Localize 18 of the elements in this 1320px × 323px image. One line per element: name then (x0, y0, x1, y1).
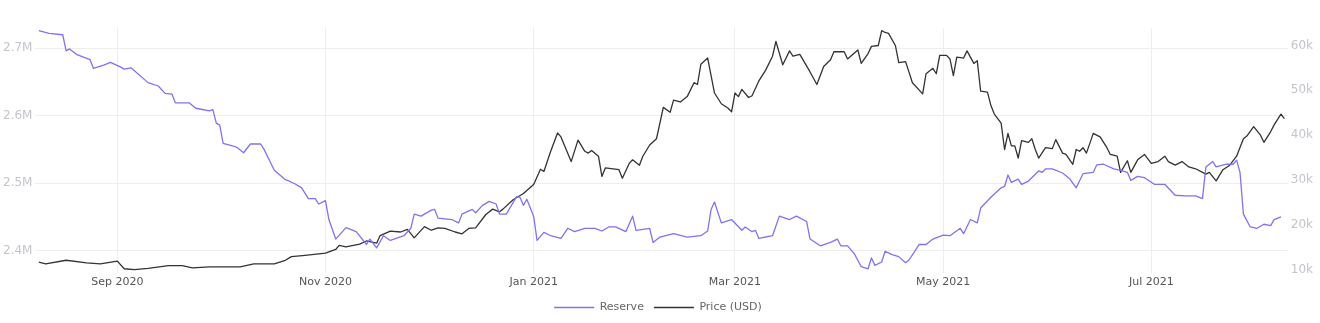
y-tick-label: 2.5M (3, 175, 33, 190)
x-tick-label: Sep 2020 (91, 275, 144, 289)
y2-tick-label: 10k (1290, 261, 1314, 276)
x-tick-label: Nov 2020 (299, 275, 352, 289)
x-tick-label: Jul 2021 (1127, 275, 1174, 289)
y2-tick-label: 60k (1290, 37, 1314, 52)
y2-tick-label: 30k (1290, 172, 1314, 187)
y-tick-label: 2.7M (3, 40, 33, 55)
y2-tick-label: 40k (1290, 127, 1314, 142)
x-tick-label: May 2021 (916, 275, 971, 289)
x-tick-label: Mar 2021 (708, 275, 762, 289)
x-tick-label: Jan 2021 (508, 275, 558, 289)
legend-label: Reserve (599, 300, 645, 314)
y2-tick-label: 20k (1290, 216, 1314, 231)
legend-label: Price (USD) (699, 300, 762, 314)
y2-tick-label: 50k (1290, 82, 1314, 97)
y-tick-label: 2.4M (3, 242, 33, 257)
y-tick-label: 2.6M (3, 107, 33, 122)
